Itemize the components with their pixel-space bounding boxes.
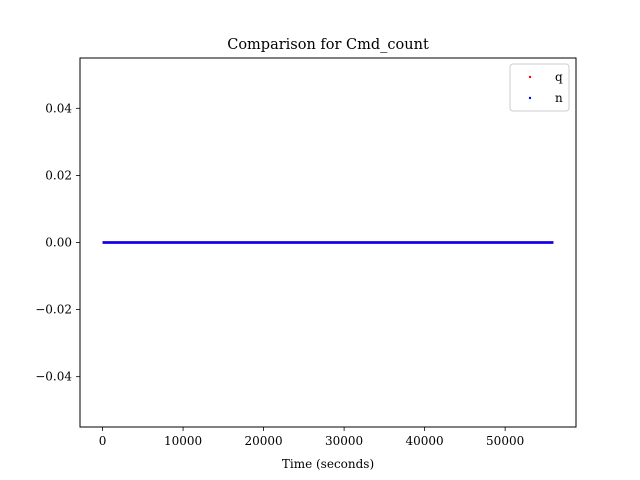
x-axis-label: Time (seconds)	[282, 457, 374, 471]
y-tick-label: 0.02	[45, 168, 72, 182]
legend: q n	[509, 63, 570, 112]
x-tick-label: 10000	[164, 434, 202, 448]
legend-label-n: n	[555, 91, 563, 105]
legend-marker-q	[528, 75, 532, 79]
plot-area-frame	[79, 57, 577, 428]
chart-title: Comparison for Cmd_count	[227, 37, 429, 53]
legend-box	[509, 63, 570, 112]
legend-label-q: q	[555, 70, 563, 84]
y-tick-label: −0.04	[35, 370, 72, 384]
x-tick-label: 20000	[244, 434, 282, 448]
x-axis-ticks: 0 10000 20000 30000 40000 50000	[99, 427, 524, 448]
x-tick-label: 0	[99, 434, 107, 448]
y-tick-label: 0.04	[45, 101, 72, 115]
x-tick-label: 40000	[406, 434, 444, 448]
x-tick-label: 50000	[486, 434, 524, 448]
y-tick-label: −0.02	[35, 303, 72, 317]
y-axis-ticks: 0.04 0.02 0.00 −0.02 −0.04	[35, 101, 80, 384]
legend-marker-n	[528, 96, 532, 100]
x-tick-label: 30000	[325, 434, 363, 448]
y-tick-label: 0.00	[45, 236, 72, 250]
